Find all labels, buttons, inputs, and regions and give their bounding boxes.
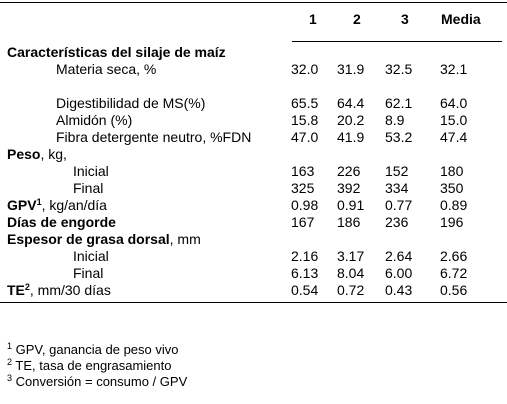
cell-col-3: 334 bbox=[385, 180, 409, 196]
footnote-number: 3 bbox=[7, 373, 13, 383]
row-te: TE2, mm/30 días 0.54 0.72 0.43 0.56 bbox=[0, 282, 507, 299]
cell-col-media: 47.4 bbox=[440, 129, 468, 145]
row-label: Días de engorde bbox=[7, 214, 116, 230]
cell-col-2: 392 bbox=[337, 180, 361, 196]
row-label: Final bbox=[73, 265, 104, 281]
cell-col-1: 6.13 bbox=[291, 265, 319, 281]
cell-col-1: 0.98 bbox=[291, 197, 319, 213]
cell-col-3: 0.77 bbox=[385, 197, 413, 213]
cell-col-media: 0.56 bbox=[440, 282, 468, 298]
cell-col-3: 62.1 bbox=[385, 95, 413, 111]
cell-col-2: 31.9 bbox=[337, 61, 365, 77]
row-peso-final: Final 325 392 334 350 bbox=[0, 180, 507, 197]
cell-col-media: 15.0 bbox=[440, 112, 468, 128]
footnote-1: 1 GPV, ganancia de peso vivo bbox=[7, 342, 187, 358]
row-espesor: Espesor de grasa dorsal, mm bbox=[0, 231, 507, 248]
row-peso-inicial: Inicial 163 226 152 180 bbox=[0, 163, 507, 180]
cell-col-media: 350 bbox=[440, 180, 464, 196]
cell-col-2: 186 bbox=[337, 214, 361, 230]
row-materia-seca: Materia seca, % 32.0 31.9 32.5 32.1 bbox=[0, 61, 507, 78]
cell-col-media: 64.0 bbox=[440, 95, 468, 111]
row-label: TE2, mm/30 días bbox=[7, 282, 111, 299]
footnote-text: TE, tasa de engrasamiento bbox=[12, 358, 172, 373]
footnote-number: 1 bbox=[7, 341, 13, 351]
cell-col-2: 226 bbox=[337, 163, 361, 179]
header-col-2: 2 bbox=[353, 11, 361, 27]
footnote-text: GPV, ganancia de peso vivo bbox=[12, 342, 179, 357]
header-col-1: 1 bbox=[309, 11, 317, 27]
cell-col-2: 41.9 bbox=[337, 129, 365, 145]
header-col-3: 3 bbox=[401, 11, 409, 27]
cell-col-2: 0.72 bbox=[337, 282, 365, 298]
cell-col-1: 32.0 bbox=[291, 61, 319, 77]
cell-col-3: 2.64 bbox=[385, 248, 413, 264]
row-label-rest: , kg, bbox=[40, 146, 67, 162]
cell-col-media: 2.66 bbox=[440, 248, 468, 264]
row-label: Inicial bbox=[73, 248, 109, 264]
cell-col-2: 64.4 bbox=[337, 95, 365, 111]
row-label: Características del silaje de maíz bbox=[7, 44, 226, 60]
row-gpv: GPV1, kg/an/día 0.98 0.91 0.77 0.89 bbox=[0, 197, 507, 214]
cell-col-3: 8.9 bbox=[385, 112, 405, 128]
cell-col-3: 32.5 bbox=[385, 61, 413, 77]
cell-col-1: 163 bbox=[291, 163, 315, 179]
header-col-media: Media bbox=[441, 11, 481, 27]
row-peso: Peso, kg, bbox=[0, 146, 507, 163]
cell-col-1: 65.5 bbox=[291, 95, 319, 111]
cell-col-3: 236 bbox=[385, 214, 409, 230]
row-fibra: Fibra detergente neutro, %FDN 47.0 41.9 … bbox=[0, 129, 507, 146]
footnote-2: 2 TE, tasa de engrasamiento bbox=[7, 358, 187, 374]
cell-col-media: 32.1 bbox=[440, 61, 468, 77]
row-label-rest: , mm/30 días bbox=[29, 282, 111, 298]
row-label: Almidón (%) bbox=[56, 112, 133, 128]
cell-col-2: 0.91 bbox=[337, 197, 365, 213]
cell-col-media: 196 bbox=[440, 214, 464, 230]
cell-col-2: 3.17 bbox=[337, 248, 365, 264]
cell-col-1: 15.8 bbox=[291, 112, 319, 128]
row-almidon: Almidón (%) 15.8 20.2 8.9 15.0 bbox=[0, 112, 507, 129]
row-label-rest: , kg/an/día bbox=[41, 197, 107, 213]
row-dias-engorde: Días de engorde 167 186 236 196 bbox=[0, 214, 507, 231]
cell-col-1: 167 bbox=[291, 214, 315, 230]
cell-col-2: 20.2 bbox=[337, 112, 365, 128]
table-top-rule bbox=[0, 2, 507, 3]
row-label: GPV1, kg/an/día bbox=[7, 197, 107, 214]
cell-col-media: 6.72 bbox=[440, 265, 468, 281]
cell-col-media: 0.89 bbox=[440, 197, 468, 213]
footnote-text: Conversión = consumo / GPV bbox=[12, 374, 188, 389]
row-label: Fibra detergente neutro, %FDN bbox=[56, 129, 252, 145]
footnote-ref: 2 bbox=[24, 282, 30, 292]
row-label-bold: GPV bbox=[7, 197, 37, 213]
row-label: Peso, kg, bbox=[7, 146, 67, 163]
row-label-bold: Espesor de grasa dorsal bbox=[7, 231, 170, 247]
cell-col-3: 53.2 bbox=[385, 129, 413, 145]
row-label: Digestibilidad de MS(%) bbox=[56, 95, 206, 111]
row-digestibilidad: Digestibilidad de MS(%) 65.5 64.4 62.1 6… bbox=[0, 95, 507, 112]
cell-col-2: 8.04 bbox=[337, 265, 365, 281]
row-label: Inicial bbox=[73, 163, 109, 179]
cell-col-1: 325 bbox=[291, 180, 315, 196]
table-bottom-rule bbox=[0, 302, 507, 303]
cell-col-3: 0.43 bbox=[385, 282, 413, 298]
cell-col-3: 152 bbox=[385, 163, 409, 179]
row-label: Final bbox=[73, 180, 104, 196]
header-rule bbox=[292, 41, 502, 42]
cell-col-1: 47.0 bbox=[291, 129, 319, 145]
row-label-bold: Peso bbox=[7, 146, 41, 162]
cell-col-3: 6.00 bbox=[385, 265, 413, 281]
cell-col-1: 2.16 bbox=[291, 248, 319, 264]
row-label: Materia seca, % bbox=[56, 61, 157, 77]
footnotes: 1 GPV, ganancia de peso vivo 2 TE, tasa … bbox=[7, 342, 187, 390]
row-label-rest: , mm bbox=[169, 231, 201, 247]
cell-col-1: 0.54 bbox=[291, 282, 319, 298]
footnote-number: 2 bbox=[7, 357, 13, 367]
row-espesor-inicial: Inicial 2.16 3.17 2.64 2.66 bbox=[0, 248, 507, 265]
footnote-ref: 1 bbox=[36, 197, 42, 207]
row-caracteristicas: Características del silaje de maíz bbox=[0, 44, 507, 61]
footnote-3: 3 Conversión = consumo / GPV bbox=[7, 374, 187, 390]
row-espesor-final: Final 6.13 8.04 6.00 6.72 bbox=[0, 265, 507, 282]
cell-col-media: 180 bbox=[440, 163, 464, 179]
row-label-bold: TE bbox=[7, 282, 25, 298]
row-label: Espesor de grasa dorsal, mm bbox=[7, 231, 201, 248]
